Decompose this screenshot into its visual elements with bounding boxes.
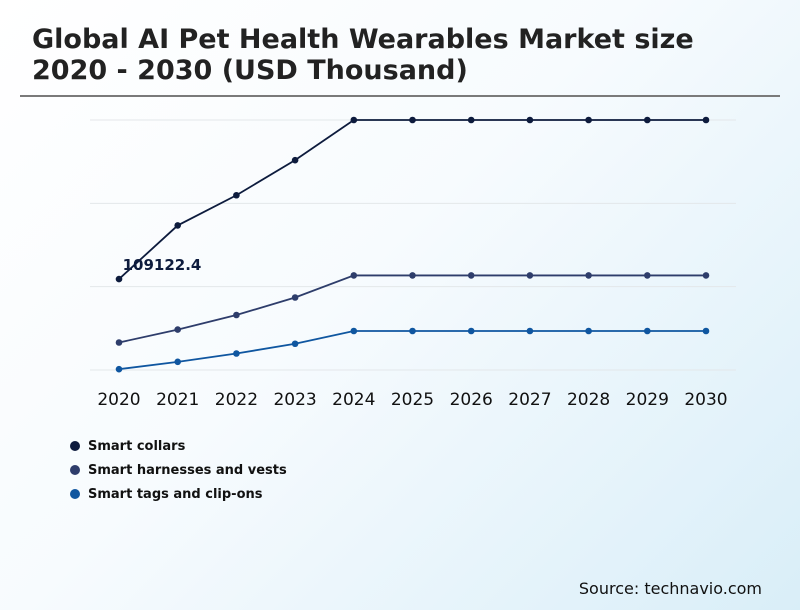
- annotations: 109122.4: [123, 256, 202, 274]
- data-point-smart-tags-and-clip-ons-2024: [350, 327, 358, 335]
- x-tick-label: 2025: [391, 390, 434, 410]
- series-points: [115, 116, 710, 373]
- chart-title: Global AI Pet Health Wearables Market si…: [32, 24, 694, 86]
- data-point-smart-collars-2026: [467, 116, 475, 124]
- title-divider: [20, 95, 780, 97]
- legend-label: Smart collars: [88, 438, 186, 454]
- data-point-smart-collars-2025: [409, 116, 416, 124]
- x-tick-label: 2024: [332, 390, 375, 410]
- series-line-smart-tags-and-clip-ons: [118, 330, 706, 371]
- x-tick-label: 2028: [567, 390, 610, 410]
- data-point-smart-tags-and-clip-ons-2025: [409, 327, 416, 335]
- data-point-smart-tags-and-clip-ons-2027: [526, 327, 534, 335]
- x-tick-label: 2023: [273, 390, 316, 410]
- data-point-smart-harnesses-and-vests-2030: [702, 272, 710, 279]
- data-label: 109122.4: [123, 256, 202, 274]
- data-point-smart-harnesses-and-vests-2021: [174, 326, 181, 333]
- data-point-smart-tags-and-clip-ons-2029: [644, 327, 651, 335]
- data-point-smart-collars-2022: [233, 191, 240, 199]
- legend-item: Smart collars: [70, 434, 287, 458]
- legend-marker-icon: [70, 441, 80, 451]
- x-tick-label: 2027: [508, 390, 551, 410]
- data-point-smart-collars-2023: [291, 156, 299, 164]
- data-point-smart-harnesses-and-vests-2020: [115, 339, 123, 346]
- legend-marker-icon: [70, 465, 80, 475]
- data-point-smart-collars-2027: [526, 116, 534, 124]
- data-point-smart-harnesses-and-vests-2022: [233, 311, 240, 319]
- x-tick-label: 2030: [684, 390, 727, 410]
- data-point-smart-collars-2021: [174, 222, 181, 229]
- x-tick-label: 2026: [450, 390, 493, 410]
- data-point-smart-tags-and-clip-ons-2021: [174, 358, 181, 366]
- data-point-smart-tags-and-clip-ons-2030: [702, 327, 710, 335]
- data-point-smart-harnesses-and-vests-2028: [585, 272, 592, 279]
- data-point-smart-collars-2028: [585, 116, 592, 124]
- x-tick-label: 2022: [215, 390, 258, 410]
- data-point-smart-tags-and-clip-ons-2028: [585, 327, 592, 335]
- data-point-smart-tags-and-clip-ons-2023: [291, 340, 299, 348]
- data-point-smart-tags-and-clip-ons-2022: [233, 350, 240, 357]
- x-tick-label: 2029: [626, 390, 669, 410]
- data-point-smart-collars-2029: [644, 116, 651, 124]
- data-point-smart-harnesses-and-vests-2023: [291, 294, 299, 301]
- x-tick-label: 2020: [97, 390, 140, 410]
- legend-marker-icon: [70, 489, 80, 499]
- data-point-smart-tags-and-clip-ons-2026: [467, 327, 475, 335]
- legend-label: Smart tags and clip-ons: [88, 486, 263, 502]
- data-point-smart-harnesses-and-vests-2026: [467, 272, 475, 279]
- data-point-smart-tags-and-clip-ons-2020: [115, 365, 123, 373]
- source-note: Source: technavio.com: [578, 579, 762, 598]
- series-line-smart-collars: [118, 119, 706, 280]
- legend: Smart collars Smart harnesses and vests Sm…: [70, 434, 287, 506]
- data-point-smart-collars-2020: [115, 275, 123, 283]
- legend-label: Smart harnesses and vests: [88, 462, 287, 478]
- data-point-smart-harnesses-and-vests-2027: [526, 272, 534, 279]
- line-chart: 2020 2021 2022 2023 2024 2025 2026 2027 2028 2029…: [90, 116, 736, 410]
- data-point-smart-harnesses-and-vests-2025: [409, 272, 416, 279]
- legend-item: Smart tags and clip-ons: [70, 482, 287, 506]
- legend-item: Smart harnesses and vests: [70, 458, 287, 482]
- data-point-smart-harnesses-and-vests-2024: [350, 272, 358, 279]
- data-point-smart-collars-2030: [702, 116, 710, 124]
- data-point-smart-collars-2024: [350, 116, 358, 124]
- x-axis-ticks: 2020 2021 2022 2023 2024 2025 2026 2027 2028 2029…: [97, 390, 727, 410]
- data-point-smart-harnesses-and-vests-2029: [644, 272, 651, 279]
- x-tick-label: 2021: [156, 390, 199, 410]
